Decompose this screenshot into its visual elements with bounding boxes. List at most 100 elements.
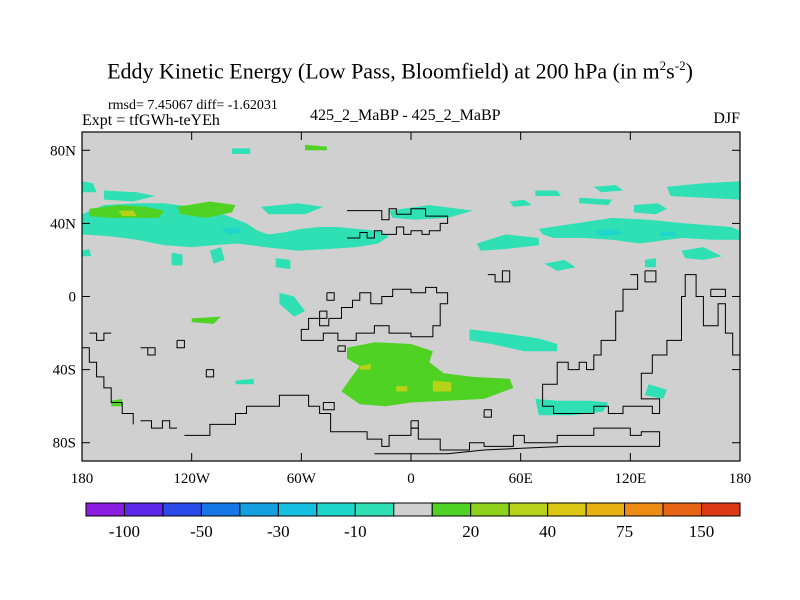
- contour-region-cyan-19: [593, 185, 623, 193]
- colorbar: -100 -50 -30 -10 20 40 75 150: [85, 502, 741, 541]
- colorbar-label: -100: [109, 522, 140, 541]
- contour-region-yellow-34: [359, 364, 371, 370]
- title-sup-2: -2: [674, 58, 686, 73]
- x-tick-label: 120E: [614, 471, 646, 487]
- contour-region-cyan-6: [82, 181, 97, 193]
- x-tick-label: 180: [71, 471, 94, 487]
- x-tick-label: 60W: [287, 471, 317, 487]
- coastline-13: [410, 420, 419, 429]
- x-tick-label: 0: [407, 471, 415, 487]
- colorbar-box: [162, 502, 202, 517]
- expt-label: Expt = tfGWh-teYEh: [82, 112, 220, 129]
- contour-region-cyan-13: [275, 258, 291, 270]
- colorbar-box: [277, 502, 318, 517]
- colorbar-label: 75: [616, 522, 633, 541]
- title-mid: s: [666, 58, 675, 84]
- colorbar-box: [701, 502, 741, 517]
- colorbar-label: -10: [344, 522, 367, 541]
- season-label: DJF: [713, 110, 740, 127]
- colorbar-box: [393, 502, 433, 517]
- colorbar-box: [431, 502, 472, 517]
- contour-region-cyan-10: [82, 249, 92, 257]
- colorbar-box: [239, 502, 279, 517]
- coastline-11: [184, 394, 661, 455]
- coastline-7: [140, 347, 156, 356]
- plot-background: [82, 132, 740, 461]
- coastline-18: [710, 288, 726, 297]
- colorbar-label: 20: [462, 522, 479, 541]
- contour-region-yellow-33: [396, 386, 408, 392]
- axis-ticks-layer: 180 120W 60W 0 60E 120E 180 80N 40N 0 40S 80S: [50, 132, 751, 487]
- colorbar-box: [123, 502, 164, 517]
- colorbar-box: [200, 502, 241, 517]
- contour-region-cyan-12: [171, 252, 183, 266]
- contour-region-cyan-7: [103, 190, 156, 202]
- coastline-4: [319, 310, 328, 319]
- contour-region-green-31: [341, 342, 514, 407]
- coastline-12: [322, 402, 335, 411]
- coastline-0: [347, 208, 449, 239]
- coastline-1: [300, 286, 449, 341]
- contour-region-cyan-37: [645, 384, 667, 399]
- y-tick-label: 80N: [50, 143, 76, 159]
- coastline-17: [644, 270, 657, 283]
- colorbar-box: [662, 502, 703, 517]
- contour-region-cyan-21: [509, 199, 532, 207]
- coastline-3: [326, 292, 335, 301]
- contour-region-blue-15: [593, 228, 623, 237]
- contour-region-blue-16: [659, 230, 676, 237]
- rmsd-label: rmsd= 7.45067 diff= -1.62031: [108, 98, 278, 113]
- y-tick-label: 0: [69, 290, 77, 306]
- contour-region-cyan-11: [209, 247, 225, 264]
- contour-region-green-30: [191, 316, 221, 324]
- contour-region-cyan-35: [469, 329, 558, 352]
- contour-region-cyan-29: [279, 292, 305, 317]
- experiment-diff-label: 425_2_MaBP - 425_2_MaBP: [310, 107, 501, 124]
- coastline-2: [337, 345, 346, 352]
- coastline-10: [140, 420, 177, 429]
- x-tick-label: 120W: [173, 471, 211, 487]
- contour-region-yellow-2: [118, 210, 137, 217]
- colorbar-label: -30: [267, 522, 290, 541]
- colorbar-label: -50: [190, 522, 213, 541]
- colorbar-box: [508, 502, 549, 517]
- coastline-5: [89, 332, 112, 341]
- contour-region-green-4: [177, 201, 236, 218]
- contour-region-cyan-28: [231, 148, 251, 154]
- y-tick-label: 80S: [53, 436, 76, 452]
- contour-region-blue-5: [220, 227, 243, 235]
- contour-region-cyan-9: [389, 205, 474, 220]
- coastline-14: [483, 409, 492, 418]
- contour-fill-layer: [82, 144, 740, 416]
- y-tick-label: 40N: [50, 216, 76, 232]
- colorbar-box: [354, 502, 395, 517]
- contour-region-cyan-8: [261, 203, 324, 215]
- coastline-6: [82, 336, 134, 425]
- contour-region-cyan-20: [535, 190, 561, 196]
- colorbar-box: [585, 502, 626, 517]
- coastline-9: [205, 369, 215, 378]
- coastline-16: [542, 274, 740, 414]
- coastline-layer: [82, 208, 740, 455]
- x-tick-label: 60E: [509, 471, 533, 487]
- contour-region-cyan-18: [666, 181, 740, 200]
- coastline-8: [176, 339, 185, 349]
- contour-region-green-27: [305, 144, 327, 151]
- colorbar-box: [316, 502, 356, 517]
- y-tick-label: 40S: [53, 363, 76, 379]
- colorbar-box: [470, 502, 510, 517]
- colorbar-box: [85, 502, 125, 517]
- contour-region-cyan-23: [476, 234, 539, 251]
- contour-region-cyan-25: [681, 247, 722, 260]
- colorbar-box: [547, 502, 587, 517]
- contour-region-cyan-14: [538, 217, 740, 244]
- contour-region-cyan-22: [579, 197, 613, 206]
- title-sup-1: 2: [659, 58, 667, 73]
- contour-region-cyan-38: [235, 378, 254, 385]
- chart-title: Eddy Kinetic Energy (Low Pass, Bloomfiel…: [0, 58, 800, 84]
- contour-region-cyan-26: [645, 258, 656, 268]
- contour-region-cyan-17: [634, 203, 667, 215]
- title-main: Eddy Kinetic Energy (Low Pass, Bloomfiel…: [107, 58, 660, 84]
- colorbar-label: 40: [539, 522, 556, 541]
